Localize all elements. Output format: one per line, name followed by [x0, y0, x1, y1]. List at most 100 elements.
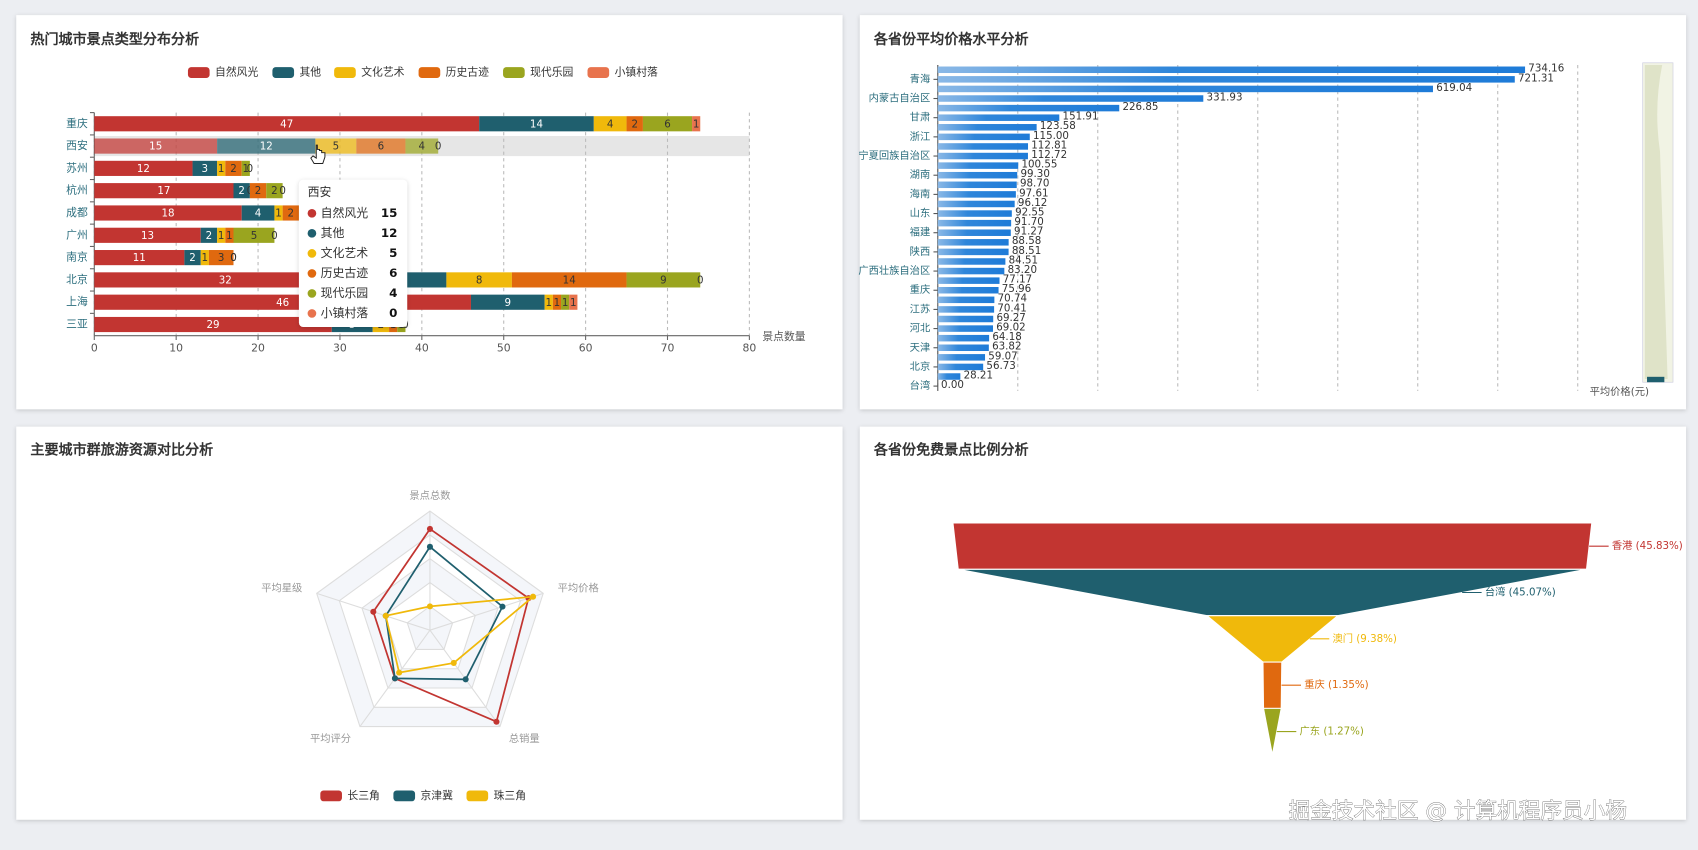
bar: [937, 152, 1028, 160]
data-label: 2: [271, 185, 278, 197]
radar-point: [450, 659, 457, 666]
cursor: [310, 144, 326, 164]
data-label: 28.21: [964, 369, 993, 381]
legend-swatch: [503, 67, 525, 78]
bar-segment: [274, 205, 283, 221]
data-label: 12: [260, 141, 273, 153]
data-label: 5: [251, 230, 258, 242]
zoom-handle[interactable]: [1647, 376, 1665, 383]
data-label: 59.07: [988, 350, 1017, 362]
y-tick-label: 陕西: [910, 245, 931, 258]
data-label: 99.30: [1020, 168, 1049, 180]
data-label: 6: [378, 141, 385, 153]
bar: [937, 124, 1037, 131]
radar-point: [462, 676, 469, 683]
tooltip-box: [298, 179, 408, 328]
bar: [937, 219, 1012, 227]
bar: [937, 267, 1005, 275]
bar-segment: [94, 160, 193, 176]
bar: [937, 95, 1204, 102]
y-tick-label: 山东: [910, 207, 931, 220]
bar-segment: [626, 116, 643, 132]
y-tick-label: 江苏: [910, 302, 931, 315]
bar-segment: [282, 205, 300, 221]
legend-swatch: [334, 67, 356, 78]
data-label: 70.74: [998, 293, 1027, 305]
data-label: 1: [226, 230, 233, 242]
bar: [937, 133, 1030, 141]
y-tick-label: 杭州: [66, 183, 88, 197]
y-tick-label: 北京: [910, 360, 931, 373]
bar: [937, 296, 995, 304]
tooltip-name: 文化艺术: [321, 246, 369, 260]
data-label: 70.41: [997, 302, 1026, 314]
data-label: 331.93: [1207, 91, 1243, 103]
data-label: 0: [697, 274, 704, 286]
data-label: 4: [255, 208, 262, 220]
funnel-chart: 香港 (45.83%) 台湾 (45.07%) 澳门 (9.38%) 重庆 (1.35%) 广东…: [952, 522, 1683, 755]
funnel-segment: [952, 522, 1593, 570]
chart-title: 各省份平均价格水平分析: [873, 31, 1029, 48]
bar-segment: [225, 160, 242, 176]
bar-segment: [642, 116, 693, 132]
bar: [937, 373, 961, 380]
bar-segment: [94, 250, 185, 266]
funnel-name: 香港: [1612, 540, 1633, 552]
indicator-label: 平均评分: [310, 733, 351, 745]
x-axis-title: 平均价格(元): [1590, 385, 1649, 398]
data-label: 64.18: [992, 331, 1021, 343]
data-label: 2: [255, 185, 262, 197]
tooltip-value: 15: [381, 206, 398, 220]
bar-segment: [241, 160, 250, 176]
bar-segment: [94, 272, 357, 288]
bar-segment: [266, 183, 283, 199]
data-label: 2: [206, 230, 213, 242]
bar-segment: [217, 227, 226, 243]
bar-segment: [94, 116, 480, 132]
bar-segment: [217, 138, 316, 154]
data-label: 123.58: [1040, 120, 1076, 132]
bar-segment: [208, 250, 234, 266]
bar-segment: [233, 183, 250, 199]
legend-label: 文化艺术: [361, 65, 404, 79]
data-label: 3: [218, 252, 225, 264]
bar: [937, 181, 1017, 189]
tooltip-name: 小镇村落: [321, 306, 369, 320]
data-label: 100.55: [1021, 159, 1057, 171]
data-label: 1: [218, 163, 225, 175]
radar-line: [384, 545, 504, 681]
data-label: 88.51: [1012, 245, 1041, 257]
data-label: 1: [693, 118, 700, 130]
data-label: 721.31: [1518, 72, 1554, 84]
data-label: 17: [157, 185, 170, 197]
tooltip-value: 5: [389, 246, 397, 260]
funnel-value: (1.35%): [1328, 679, 1369, 691]
bar: [937, 315, 994, 323]
bar-segment: [94, 316, 332, 333]
bar-segment: [94, 205, 242, 221]
bar-segment: [225, 227, 234, 243]
bar-segment: [356, 138, 406, 154]
data-label: 0: [230, 252, 237, 264]
legend-swatch: [587, 67, 610, 78]
indicator-label: 总销量: [509, 732, 540, 745]
x-tick-label: 60: [579, 342, 593, 355]
bar: [937, 286, 999, 294]
bar: [937, 325, 994, 332]
data-label: 92.55: [1015, 206, 1044, 218]
funnel-value: (45.83%): [1636, 540, 1683, 552]
data-label: 91.70: [1014, 216, 1043, 228]
data-label: 15: [149, 141, 162, 153]
bar: [937, 200, 1015, 208]
legend-label: 其他: [299, 66, 321, 79]
y-tick-label: 南京: [66, 250, 88, 264]
data-label: 11: [133, 252, 146, 264]
bar: [937, 334, 990, 342]
data-label: 0.00: [941, 379, 964, 391]
watermark: 掘金技术社区 @ 计算机程序员小杨: [1289, 799, 1627, 824]
data-label: 69.27: [996, 312, 1025, 324]
radar-line: [384, 595, 536, 674]
y-tick-label: 浙江: [910, 131, 931, 143]
data-label: 2: [238, 185, 245, 197]
